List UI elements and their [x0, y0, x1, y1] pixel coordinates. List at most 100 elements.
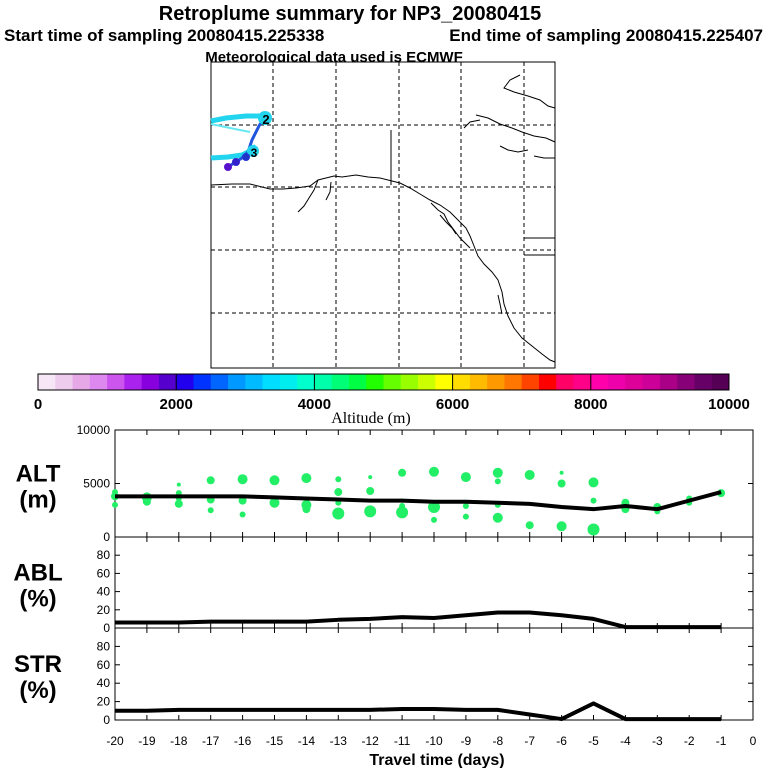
trajectory-point	[242, 153, 250, 161]
colorbar-swatch	[262, 374, 281, 390]
alt-scatter-point	[396, 506, 409, 519]
colorbar-swatch	[521, 374, 540, 390]
colorbar-swatch	[642, 374, 661, 390]
colorbar-tick-label: 0	[34, 396, 42, 413]
colorbar-tick-label: 2000	[160, 396, 193, 413]
colorbar	[37, 373, 730, 391]
y-tick-label: 0	[103, 621, 110, 635]
colorbar-swatch	[158, 374, 177, 390]
x-tick-label: -11	[394, 734, 411, 748]
panel-alt: 0 5000 10000 ALT(m)	[16, 423, 754, 544]
trajectory-plume-fringe	[210, 123, 251, 133]
alt-scatter-point	[207, 507, 214, 514]
alt-scatter-point	[557, 479, 566, 488]
alt-scatter-point	[460, 472, 471, 483]
abl-line	[115, 610, 722, 630]
x-tick-label: -14	[298, 734, 316, 748]
panel-abl: 0 20 40 60 80 ABL(%)	[13, 536, 754, 635]
panel-label-unit: (%)	[19, 586, 56, 613]
colorbar-swatch	[228, 374, 246, 390]
colorbar-swatch	[608, 374, 626, 390]
alt-scatter-point	[239, 511, 246, 518]
x-tick-label: -6	[556, 734, 567, 748]
colorbar-swatch	[55, 374, 74, 390]
panel-label-name: ALT	[16, 461, 61, 488]
colorbar-swatch	[72, 374, 91, 390]
alt-scatter-point	[590, 497, 597, 504]
alt-scatter-point	[398, 468, 407, 477]
colorbar-swatch	[469, 374, 488, 390]
y-tick-label: 80	[97, 548, 111, 562]
x-axis-label: Travel time (days)	[369, 752, 504, 768]
alt-scatter-point	[335, 476, 342, 483]
panel-label-name: ABL	[13, 560, 62, 587]
trajectory-plume-upper	[210, 113, 262, 124]
map-graticule	[211, 62, 555, 368]
map-frame	[210, 61, 556, 369]
alt-scatter-point	[399, 502, 406, 509]
x-tick-label: -7	[524, 734, 535, 748]
x-tick-label: -10	[425, 734, 443, 748]
alt-scatter-point	[588, 477, 599, 488]
y-tick-label: 40	[97, 676, 111, 690]
x-tick-label: -20	[106, 734, 124, 748]
colorbar-ticks: 0 2000 4000 6000 8000 10000	[34, 374, 750, 413]
start-time-label: Start time of sampling 20080415.225338	[4, 26, 324, 45]
x-tick-label: -1	[716, 734, 727, 748]
colorbar-swatch	[659, 374, 678, 390]
y-tick-label: 20	[97, 695, 111, 709]
alt-scatter-point	[302, 505, 311, 514]
y-tick-label: 0	[103, 530, 110, 544]
colorbar-swatch	[694, 374, 713, 390]
alt-scatter-point	[366, 486, 375, 495]
y-tick-label: 0	[103, 713, 110, 727]
alt-scatter-point	[301, 473, 312, 484]
plot-title: Retroplume summary for NP3_20080415	[159, 3, 541, 25]
map-panel: 2 3	[210, 61, 556, 369]
alt-scatter-point	[334, 488, 343, 497]
colorbar-swatch	[677, 374, 695, 390]
colorbar-swatch	[556, 374, 575, 390]
alt-scatter-point	[269, 497, 280, 508]
x-tick-label: -8	[492, 734, 503, 748]
alt-scatter-point	[269, 475, 280, 486]
colorbar-tick-label: 4000	[298, 396, 331, 413]
alt-scatter-point	[492, 512, 503, 523]
panel-label-name: STR	[14, 651, 62, 678]
colorbar-swatch	[89, 374, 108, 390]
str-line	[115, 701, 722, 722]
coastlines	[210, 74, 556, 363]
x-tick-label: -3	[652, 734, 663, 748]
panel-label-unit: (m)	[19, 487, 56, 514]
panel-frame	[114, 536, 754, 629]
trajectory-marker-2-label: 2	[262, 112, 269, 127]
colorbar-swatch	[435, 374, 454, 390]
x-tick-label: -9	[461, 734, 472, 748]
colorbar-swatch	[418, 374, 436, 390]
alt-scatter-point	[332, 507, 345, 520]
trajectory: 2 3	[210, 111, 272, 171]
alt-scatter-point	[525, 521, 534, 530]
colorbar-swatch	[366, 374, 384, 390]
colorbar-swatch	[210, 374, 229, 390]
colorbar-swatch	[538, 374, 557, 390]
alt-scatter-point	[524, 469, 535, 480]
colorbar-swatch	[504, 374, 523, 390]
colorbar-swatch	[452, 374, 471, 390]
trajectory-marker-3-label: 3	[251, 146, 258, 160]
y-tick-label: 40	[97, 585, 111, 599]
x-tick-label: -12	[362, 734, 380, 748]
colorbar-tick-label: 8000	[574, 396, 607, 413]
alt-scatter-point	[431, 516, 437, 523]
y-tick-label: 10000	[77, 423, 111, 437]
x-tick-label: -18	[170, 734, 188, 748]
colorbar-swatch	[124, 374, 143, 390]
colorbar-swatch	[590, 374, 609, 390]
colorbar-swatch	[176, 374, 194, 390]
y-tick-label: 60	[97, 566, 111, 580]
alt-scatter-point	[462, 502, 469, 509]
trajectory-marker-2	[258, 111, 272, 125]
x-axis: -20 -19 -18 -17 -16 -15 -14 -13 -12 -11 -10 -9 -8 -7-…	[106, 734, 756, 748]
colorbar-swatch	[38, 374, 56, 390]
